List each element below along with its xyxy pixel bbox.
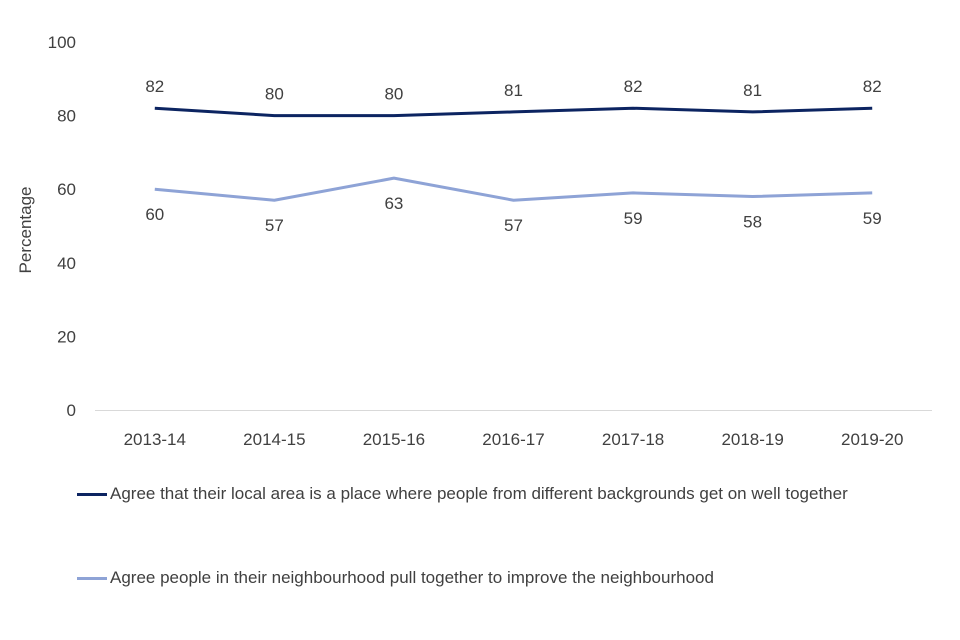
legend-item-neighbourhood: Agree people in their neighbourhood pull… bbox=[77, 566, 907, 590]
legend-marker bbox=[77, 577, 107, 580]
legend-label: Agree that their local area is a place w… bbox=[110, 484, 848, 503]
y-tick-label: 80 bbox=[57, 107, 76, 126]
data-label: 81 bbox=[743, 81, 762, 100]
data-label: 60 bbox=[145, 205, 164, 224]
data-label: 81 bbox=[504, 81, 523, 100]
x-tick-label: 2014-15 bbox=[243, 430, 305, 449]
data-label: 80 bbox=[384, 85, 403, 104]
x-tick-label: 2019-20 bbox=[841, 430, 903, 449]
data-label: 82 bbox=[624, 77, 643, 96]
series-line-1 bbox=[154, 106, 873, 118]
data-label: 82 bbox=[145, 77, 164, 96]
data-label: 80 bbox=[265, 85, 284, 104]
data-label: 58 bbox=[743, 213, 762, 232]
y-tick-label: 100 bbox=[48, 33, 76, 52]
legend-label: Agree people in their neighbourhood pull… bbox=[110, 568, 714, 587]
x-tick-label: 2013-14 bbox=[124, 430, 186, 449]
y-axis-label: Percentage bbox=[16, 187, 35, 274]
y-tick-label: 60 bbox=[57, 180, 76, 199]
data-label: 57 bbox=[265, 216, 284, 235]
data-label: 63 bbox=[384, 194, 403, 213]
x-tick-label: 2018-19 bbox=[721, 430, 783, 449]
x-tick-label: 2015-16 bbox=[363, 430, 425, 449]
data-label: 57 bbox=[504, 216, 523, 235]
series-line-2 bbox=[154, 176, 873, 202]
data-label: 59 bbox=[863, 209, 882, 228]
data-label: 59 bbox=[624, 209, 643, 228]
y-tick-label: 40 bbox=[57, 254, 76, 273]
x-tick-label: 2016-17 bbox=[482, 430, 544, 449]
y-tick-label: 0 bbox=[67, 401, 76, 420]
data-label: 82 bbox=[863, 77, 882, 96]
legend-item-local-area: Agree that their local area is a place w… bbox=[77, 482, 907, 506]
y-tick-label: 20 bbox=[57, 327, 76, 346]
legend-marker bbox=[77, 493, 107, 496]
x-tick-label: 2017-18 bbox=[602, 430, 664, 449]
